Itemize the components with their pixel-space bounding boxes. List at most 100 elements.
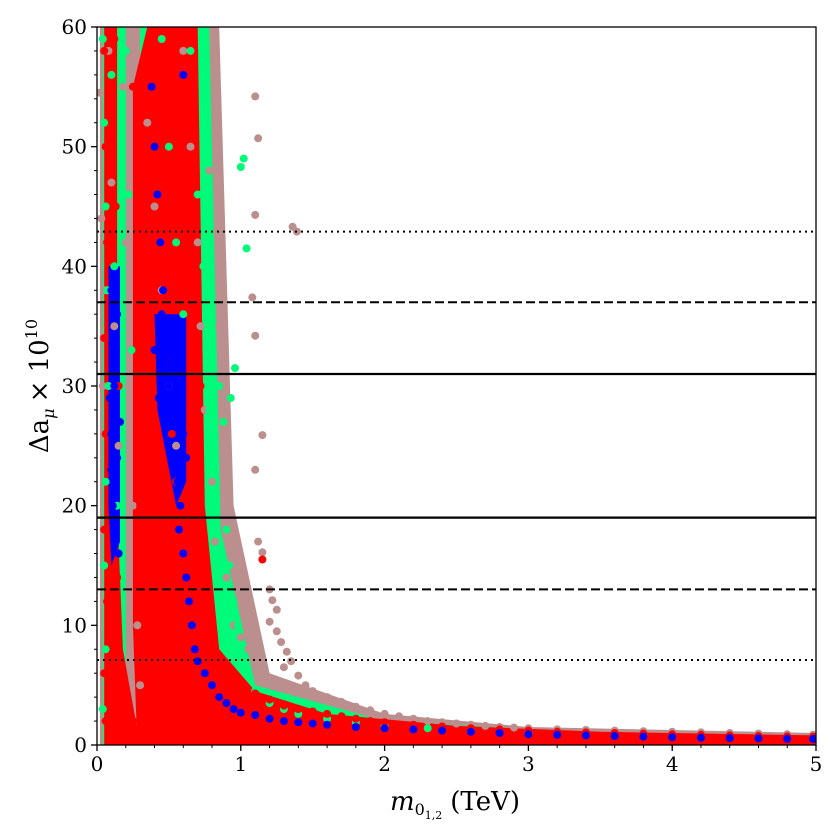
point-red-34 — [193, 310, 202, 319]
point-green-32 — [236, 163, 245, 171]
point-red-44 — [236, 681, 245, 690]
point-light_brown-24 — [205, 166, 214, 175]
point-red-75 — [186, 633, 195, 642]
point-light_brown-7 — [114, 441, 123, 450]
point-blue-16 — [150, 142, 159, 151]
point-green-9 — [107, 70, 116, 79]
point-green-28 — [222, 525, 231, 534]
point-green-12 — [121, 46, 130, 55]
point-light_brown-45 — [282, 647, 291, 656]
point-red-76 — [136, 729, 145, 737]
point-light_brown-3 — [98, 382, 107, 390]
point-red-22 — [157, 214, 166, 223]
point-red-7 — [100, 669, 109, 678]
point-green-6 — [100, 561, 109, 570]
point-light_brown-53 — [323, 693, 332, 702]
x-axis-ticks: 0 1 2 3 4 5 — [91, 745, 823, 776]
point-blue-50 — [308, 719, 317, 728]
point-green-37 — [236, 645, 245, 654]
point-blue-31 — [150, 346, 159, 355]
point-green-7 — [101, 645, 110, 654]
point-light_brown-21 — [193, 238, 202, 247]
point-green-16 — [164, 142, 173, 151]
point-light_brown-79 — [244, 645, 252, 654]
point-green-34 — [242, 244, 251, 253]
point-light_brown-51 — [301, 681, 310, 690]
point-light_brown-30 — [251, 92, 260, 101]
point-blue-55 — [438, 726, 447, 735]
point-blue-23 — [170, 453, 179, 462]
point-light_brown-47 — [279, 663, 288, 672]
point-green-18 — [179, 310, 188, 319]
point-blue-17 — [153, 190, 162, 199]
y-tick-label-0: 0 — [74, 733, 87, 757]
point-light_brown-13 — [136, 681, 145, 690]
point-blue-49 — [294, 718, 303, 727]
x-axis-title-sub: 0 — [415, 800, 425, 819]
point-blue-43 — [222, 699, 231, 708]
point-green-5 — [101, 477, 110, 486]
point-light_brown-33 — [251, 331, 260, 340]
point-light_brown-37 — [254, 537, 263, 546]
point-blue-30 — [182, 453, 191, 462]
point-blue-25 — [176, 501, 185, 510]
point-light_brown-18 — [172, 441, 181, 450]
y-axis-title-main: Δa — [25, 419, 55, 453]
point-light_brown-26 — [210, 537, 219, 546]
point-blue-1 — [108, 334, 117, 343]
point-blue-22 — [167, 417, 176, 426]
point-red-19 — [143, 621, 152, 630]
point-red-25 — [167, 429, 176, 438]
point-light_brown-15 — [150, 202, 159, 211]
point-blue-48 — [279, 717, 288, 726]
point-light_brown-64 — [481, 721, 490, 730]
point-light_brown-41 — [272, 605, 281, 614]
x-tick-label-5: 5 — [810, 752, 823, 776]
point-blue-27 — [164, 358, 173, 367]
point-green-0 — [98, 35, 107, 43]
point-red-45 — [251, 689, 260, 698]
x-tick-label-4: 4 — [666, 752, 679, 776]
point-blue-2 — [110, 382, 119, 390]
point-blue-40 — [200, 669, 209, 678]
point-red-73 — [157, 669, 166, 678]
point-red-35 — [196, 382, 205, 390]
point-red-38 — [196, 549, 205, 558]
point-red-33 — [190, 250, 199, 259]
point-blue-62 — [639, 732, 648, 741]
point-green-13 — [124, 190, 133, 199]
point-red-17 — [136, 501, 145, 510]
point-red-43 — [222, 669, 231, 678]
point-blue-53 — [380, 724, 389, 733]
point-red-55 — [380, 718, 389, 727]
point-blue-68 — [809, 735, 816, 743]
point-light_brown-55 — [351, 702, 360, 711]
point-red-8 — [101, 717, 110, 726]
point-red-0 — [100, 46, 109, 55]
point-green-25 — [210, 501, 219, 510]
point-blue-45 — [236, 708, 245, 717]
x-axis-title-main: m — [390, 787, 415, 817]
point-green-23 — [205, 405, 214, 414]
point-red-48 — [279, 701, 288, 710]
point-green-33 — [239, 154, 248, 163]
y-axis-ticks: 0 10 20 30 40 50 60 — [62, 15, 97, 757]
x-axis-title-subsub: 1,2 — [425, 809, 443, 822]
point-red-2 — [103, 238, 112, 247]
point-light_brown-10 — [124, 382, 133, 390]
point-blue-65 — [725, 734, 734, 743]
point-light_brown-54 — [337, 697, 346, 706]
point-light_brown-57 — [380, 709, 389, 718]
point-blue-64 — [697, 733, 705, 742]
point-blue-3 — [111, 405, 120, 414]
point-red-5 — [100, 525, 109, 534]
point-light_brown-44 — [277, 638, 286, 647]
point-blue-59 — [553, 730, 562, 739]
point-red-20 — [150, 46, 159, 55]
point-green-31 — [233, 621, 242, 630]
point-blue-6 — [110, 477, 119, 486]
point-blue-67 — [783, 734, 792, 743]
point-green-36 — [226, 394, 235, 402]
point-green-24 — [208, 453, 216, 462]
point-green-35 — [231, 364, 239, 373]
